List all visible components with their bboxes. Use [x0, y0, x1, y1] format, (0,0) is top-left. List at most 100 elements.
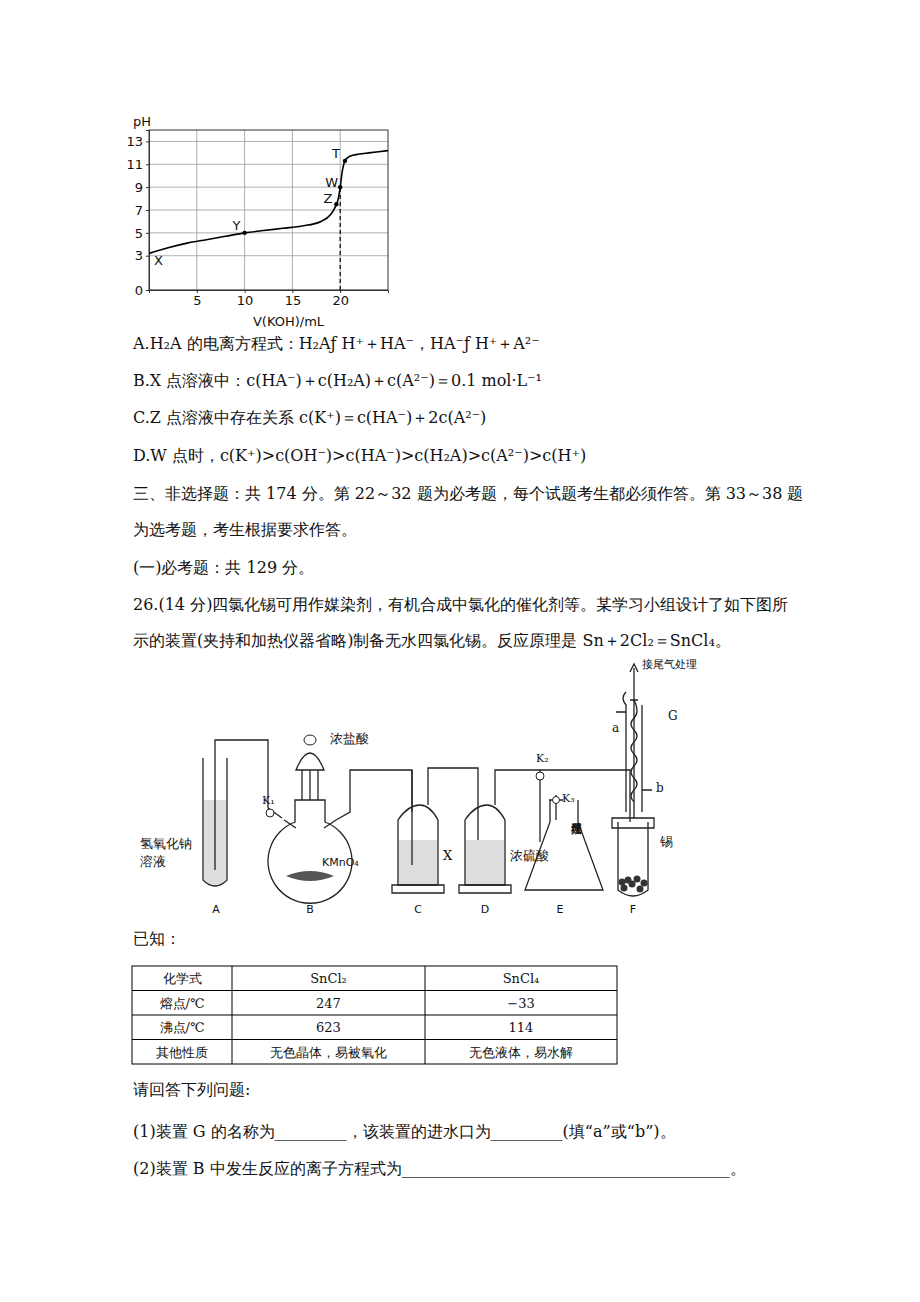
table-cell: −33	[507, 996, 534, 1011]
option: B.X 点溶液中：c(HA⁻)＋c(H₂A)＋c(A²⁻)＝0.1 mol·L⁻…	[133, 371, 542, 390]
label-kmno4: KMnO₄	[322, 856, 359, 869]
grid-line-y	[149, 141, 388, 142]
table-rule	[232, 966, 233, 1064]
option: C.Z 点溶液中存在关系 c(K⁺)＝c(HA⁻)＋2c(A²⁻)	[133, 408, 486, 427]
point	[343, 159, 347, 163]
point-label: T	[331, 146, 340, 161]
y-tick: 3	[135, 248, 149, 263]
y-tick: 0	[135, 283, 149, 298]
table-cell: 623	[316, 1020, 341, 1035]
condenser-inner	[630, 700, 638, 818]
table-cell: 无色晶体，易被氧化	[270, 1045, 387, 1060]
point-label: Y	[232, 218, 241, 233]
label-tin: 锡	[659, 834, 673, 849]
y-axis: 035791113	[126, 131, 149, 298]
condenser-jacket	[623, 692, 642, 812]
label-k2: K₂	[536, 752, 549, 765]
grid-line-y	[149, 232, 388, 233]
table-cell: 114	[509, 1020, 534, 1035]
unit-label: C	[414, 903, 422, 916]
question-text: 26.(14 分)四氯化锡可用作媒染剂，有机合成中氯化的催化剂等。某学习小组设计…	[133, 595, 788, 614]
label-k1: K₁	[262, 794, 275, 807]
section-heading: 三、非选择题：共 174 分。第 22～32 题为必考题，每个试题考生都必须作答…	[133, 484, 804, 503]
condenser-ports	[616, 712, 652, 790]
funnel-stem	[302, 770, 318, 800]
chart: 5101520035791113pHV(KOH)/mLXYZWT	[126, 114, 388, 329]
grid-line-y	[149, 210, 388, 211]
grid-line-y	[149, 255, 388, 256]
unit-label: D	[481, 903, 489, 916]
table-border	[132, 966, 617, 1064]
table-rule	[132, 1015, 617, 1016]
label-tail-e: 接尾气处理	[572, 823, 583, 835]
liquid-d	[466, 840, 504, 884]
base-c	[392, 885, 444, 893]
y-tick-mark	[146, 233, 149, 234]
subsection-heading: (一)必考题：共 129 分。	[133, 558, 314, 577]
valve-k2	[536, 772, 544, 780]
option: D.W 点时，c(K⁺)>c(OH⁻)>c(HA⁻)>c(H₂A)>c(A²⁻)…	[133, 446, 586, 465]
x-tick: 20	[332, 290, 349, 308]
y-tick: 5	[135, 226, 149, 241]
tube-f	[618, 822, 648, 896]
tin-piece	[634, 876, 641, 883]
titration-curve	[149, 151, 388, 254]
x-tick-label: 20	[332, 293, 349, 308]
label-naoh: 溶液	[140, 854, 166, 869]
prompt: 请回答下列问题:	[133, 1080, 250, 1099]
table-cell: 化学式	[163, 971, 202, 986]
background	[0, 0, 920, 1302]
point	[334, 202, 338, 206]
y-tick: 13	[126, 134, 149, 149]
unit-label: F	[630, 903, 636, 916]
point-label: Z	[323, 191, 332, 206]
table-cell: 沸点/℃	[160, 1020, 205, 1035]
pipe-a-b	[215, 740, 282, 870]
label-a: a	[612, 721, 619, 735]
y-tick-mark	[146, 290, 149, 291]
tin-piece	[621, 885, 628, 892]
y-tick-mark	[146, 164, 149, 165]
flask-b-side-necks	[284, 820, 336, 828]
y-tick-mark	[146, 187, 149, 188]
sub-question: (2)装置 B 中发生反应的离子方程式为____________________…	[133, 1159, 746, 1178]
y-tick-mark	[146, 141, 149, 142]
grid-line-y	[149, 187, 388, 188]
label-tail-g: 接尾气处理	[642, 658, 697, 671]
y-tick-mark	[146, 210, 149, 211]
y-tick: 11	[126, 157, 149, 172]
y-tick-label: 3	[135, 248, 143, 263]
plot-marks	[149, 151, 388, 290]
point-label: W	[325, 175, 338, 190]
x-tick: 10	[237, 290, 254, 308]
table-rule	[132, 1039, 617, 1040]
pipe-d-f	[495, 770, 630, 822]
table-cell: SnCl₂	[310, 971, 347, 986]
y-axis-line	[146, 131, 150, 291]
valve-k3	[553, 797, 560, 804]
pipe-b-c	[336, 770, 412, 820]
tin-piece	[637, 886, 644, 893]
drop-line	[340, 187, 341, 290]
grid-line-x	[244, 130, 245, 290]
x-tick-label: 5	[193, 293, 201, 308]
label-acid: 浓盐酸	[330, 731, 369, 746]
question-text: 示的装置(夹持和加热仪器省略)制备无水四氯化锡。反应原理是 Sn＋2Cl₂＝Sn…	[133, 631, 731, 650]
solid-kmno4	[286, 871, 334, 881]
table-rule	[425, 966, 426, 1064]
pipe-c-in	[411, 770, 412, 865]
document: A.H₂A 的电离方程式：H₂Aƒ H⁺＋HA⁻，HA⁻ƒ H⁺＋A²⁻ B.X …	[132, 334, 804, 1178]
x-axis-title: V(KOH)/mL	[253, 314, 325, 329]
x-tick: 15	[285, 290, 302, 308]
valve-k1	[266, 809, 274, 817]
funnel-top	[304, 735, 316, 745]
y-tick: 7	[135, 203, 149, 218]
label-g: G	[668, 709, 678, 723]
table-cell: 无色液体，易水解	[469, 1045, 573, 1060]
x-tick-label: 15	[285, 293, 302, 308]
table-cell: SnCl₄	[503, 971, 540, 986]
x-tick: 5	[193, 290, 201, 308]
y-tick-label: 7	[135, 203, 143, 218]
point-label: X	[154, 253, 163, 268]
option: A.H₂A 的电离方程式：H₂Aƒ H⁺＋HA⁻，HA⁻ƒ H⁺＋A²⁻	[132, 334, 540, 353]
